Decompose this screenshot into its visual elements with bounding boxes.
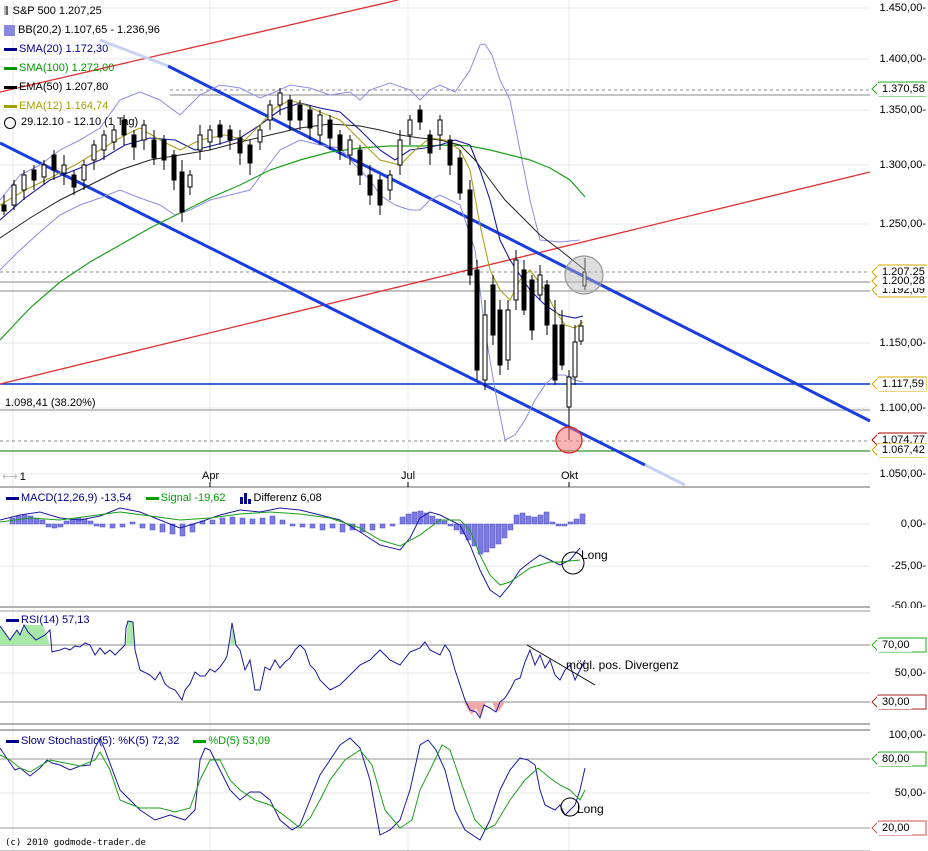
- ema12-line: [0, 99, 584, 329]
- bollinger-upper: [0, 43, 581, 243]
- stoch-long-circle: [560, 797, 580, 817]
- bb-swatch-icon: [4, 25, 15, 36]
- ema12-swatch-icon: [4, 105, 17, 108]
- ema50-swatch-icon: [4, 86, 17, 89]
- macd-grid: [0, 523, 870, 567]
- legend-sma20: SMA(20) 1.172,30: [4, 40, 160, 59]
- stoch-tag-20: 20,00: [877, 822, 912, 835]
- candlestick-icon: ⫼: [4, 6, 9, 17]
- blue-channel-lower: [0, 141, 646, 467]
- macd-histogram: [9, 510, 586, 555]
- price-tag-1074: 1.074,77: [877, 434, 927, 443]
- y-tick-1300: 1.300,00-: [879, 159, 926, 171]
- rsi-swatch-icon: [6, 618, 19, 622]
- stoch-y-tick-50: 50,00-: [894, 787, 926, 799]
- histogram-icon: [239, 492, 251, 504]
- stoch-legend: Slow Stochastic(5): %K(5) 72,32 %D(5) 53…: [6, 735, 270, 747]
- scroll-arrows-icon[interactable]: ⟷: [2, 471, 18, 483]
- price-tag-1192: 1.192,09: [877, 288, 927, 296]
- red-trendline-upper: [0, 0, 399, 93]
- rsi-y-tick-50: 50,00-: [894, 667, 926, 679]
- rsi-overbought-fill: [0, 621, 236, 645]
- red-trendline-lower: [0, 171, 871, 385]
- y-tick-1450: 1.450,00-: [879, 2, 926, 14]
- rsi-line: [0, 620, 586, 720]
- macd-y-tick-50: -50,00-: [891, 600, 926, 608]
- macd-line: [0, 507, 581, 598]
- stoch-k-line: [0, 736, 586, 841]
- divergence-line: [526, 644, 596, 686]
- candlesticks: [1, 88, 587, 440]
- price-tag-1207: 1.207,25: [877, 266, 927, 275]
- legend-ema50: EMA(50) 1.207,80: [4, 78, 160, 97]
- period-label: 29.12.10 - 12.10 (1 Tag): [4, 116, 138, 129]
- price-tag-1117: 1.117,59: [877, 378, 927, 391]
- x-tick-okt: Okt: [561, 470, 579, 482]
- x-tick-jan: ⟷ 1: [2, 470, 26, 484]
- stoch-long-annotation: Long: [577, 802, 604, 816]
- price-tag-shapes: [871, 81, 927, 836]
- legend-ema12: EMA(12) 1.164,74: [4, 97, 160, 116]
- ema50-line: [0, 123, 586, 271]
- legend-bb: BB(20,2) 1.107,65 - 1.236,96: [4, 21, 160, 40]
- macd-legend: MACD(12,26,9) -13,54 Signal -19,62 Diffe…: [6, 492, 322, 504]
- main-legend: ⫼ S&P 500 1.207,25 BB(20,2) 1.107,65 - 1…: [4, 2, 160, 116]
- macd-y-tick-0: 0,00-: [900, 518, 926, 530]
- clock-icon: [4, 116, 16, 129]
- stoch-k-swatch-icon: [6, 739, 19, 743]
- stoch-y-tick-100: 100,00-: [888, 729, 926, 741]
- rsi-tag-70: 70,00: [877, 639, 912, 652]
- stoch-tag-80: 80,00: [877, 753, 912, 766]
- fib-label: 1.098,41 (38.20%): [5, 397, 96, 409]
- sma100-line: [0, 144, 586, 341]
- resistance-circle: [564, 255, 604, 295]
- legend-price: ⫼ S&P 500 1.207,25: [4, 5, 102, 17]
- signal-swatch-icon: [145, 496, 159, 500]
- legend-sma100: SMA(100) 1.272,00: [4, 59, 160, 78]
- sma20-swatch-icon: [4, 48, 17, 51]
- signal-line: [0, 511, 581, 586]
- y-tick-1400: 1.400,00-: [879, 53, 926, 65]
- macd-long-annotation: Long: [581, 548, 608, 562]
- stoch-d-line: [0, 744, 586, 831]
- macd-long-circle: [561, 551, 585, 575]
- macd-y-tick-25: -25,00-: [891, 560, 926, 572]
- y-tick-1150: 1.150,00-: [879, 337, 926, 349]
- sma100-swatch-icon: [4, 67, 17, 70]
- rsi-legend: RSI(14) 57,13: [6, 614, 89, 626]
- price-tag-1370: 1.370,58: [877, 83, 927, 96]
- x-tick-jul: Jul: [401, 470, 416, 482]
- y-tick-1050: 1.050,00-: [879, 468, 926, 480]
- blue-channel-upper: [167, 64, 871, 423]
- low-circle: [555, 426, 583, 454]
- x-tick-apr: Apr: [202, 470, 220, 482]
- copyright: (c) 2010 godmode-trader.de: [5, 838, 146, 848]
- divergence-annotation: mögl. pos. Divergenz: [566, 658, 679, 672]
- y-tick-1100: 1.100,00-: [879, 402, 926, 414]
- y-tick-1350: 1.350,00-: [879, 104, 926, 116]
- stoch-d-swatch-icon: [193, 739, 207, 743]
- macd-swatch-icon: [6, 496, 19, 500]
- y-tick-1250: 1.250,00-: [879, 218, 926, 230]
- price-tag-1200: 1.200,28: [877, 275, 927, 288]
- price-tag-1067: 1.067,42: [877, 444, 927, 457]
- rsi-tag-30: 30,00: [877, 696, 912, 709]
